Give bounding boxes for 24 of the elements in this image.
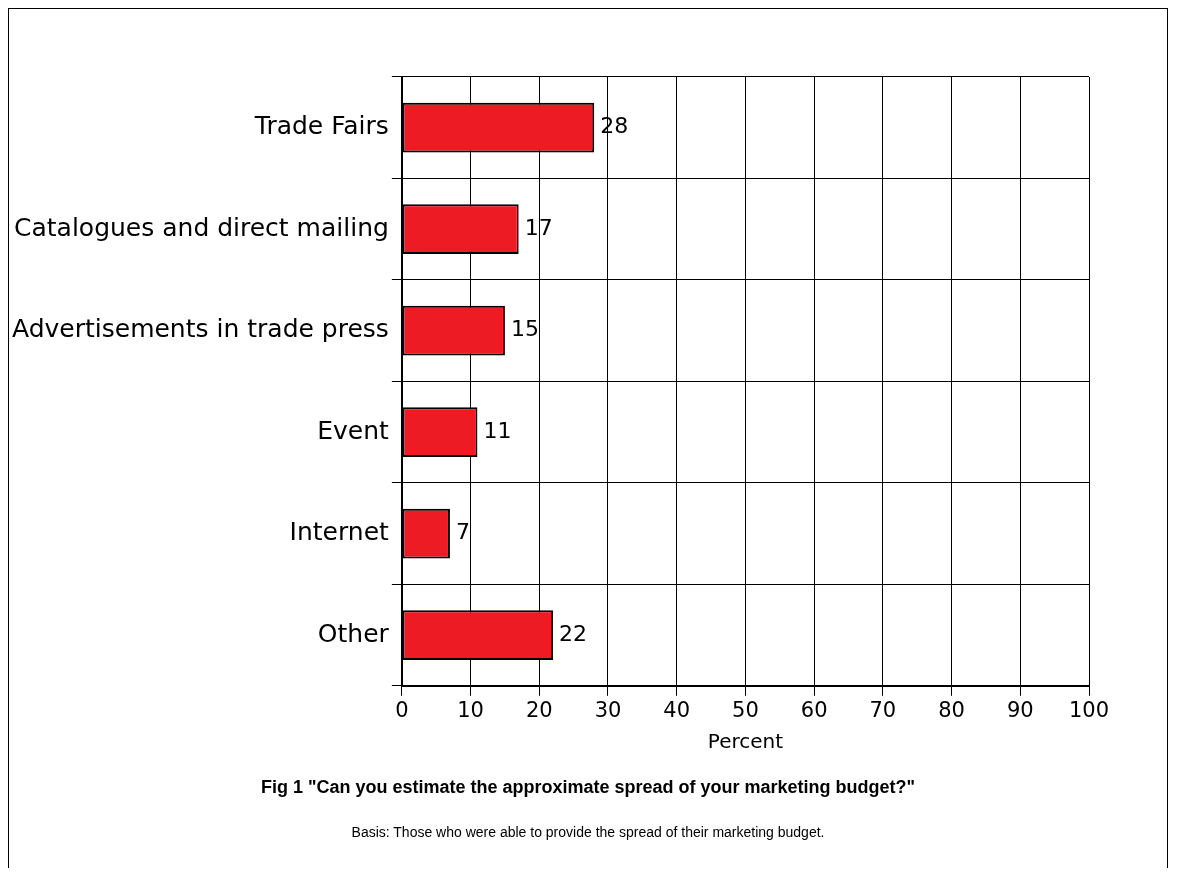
text: Basis: Those who were able to provide the spread of their marketing budget. <box>350 824 826 840</box>
data-label: 11 <box>483 417 512 443</box>
y-tick-label: Internet <box>289 517 390 547</box>
x-tick-label: 70 <box>869 697 897 722</box>
data-label: 15 <box>510 316 539 342</box>
x-tick-label: 10 <box>457 697 484 722</box>
x-tick-label: 0 <box>395 697 409 722</box>
x-tick-label: 80 <box>938 697 965 722</box>
x-axis-title: Percent <box>707 729 784 754</box>
x-tick-label: 50 <box>732 697 759 722</box>
x-tick-label: 40 <box>663 697 691 722</box>
x-tick-label: 60 <box>800 697 828 722</box>
y-tick-label: Other <box>317 618 390 648</box>
data-label: 7 <box>455 519 470 545</box>
x-tick-label: 20 <box>525 697 553 722</box>
y-tick-label: Event <box>317 415 390 445</box>
x-tick-label: 100 <box>1068 697 1110 722</box>
text: Fig 1 "Can you estimate the approximate spread of your marketing budget?" <box>259 777 917 798</box>
x-tick-label: 30 <box>594 697 622 722</box>
y-tick-label: Trade Fairs <box>253 111 389 141</box>
y-tick-label: Catalogues and direct mailing <box>14 212 389 242</box>
x-tick-label: 90 <box>1006 697 1034 722</box>
y-tick-label: Advertisements in trade press <box>12 314 389 344</box>
data-label: 22 <box>559 620 588 646</box>
